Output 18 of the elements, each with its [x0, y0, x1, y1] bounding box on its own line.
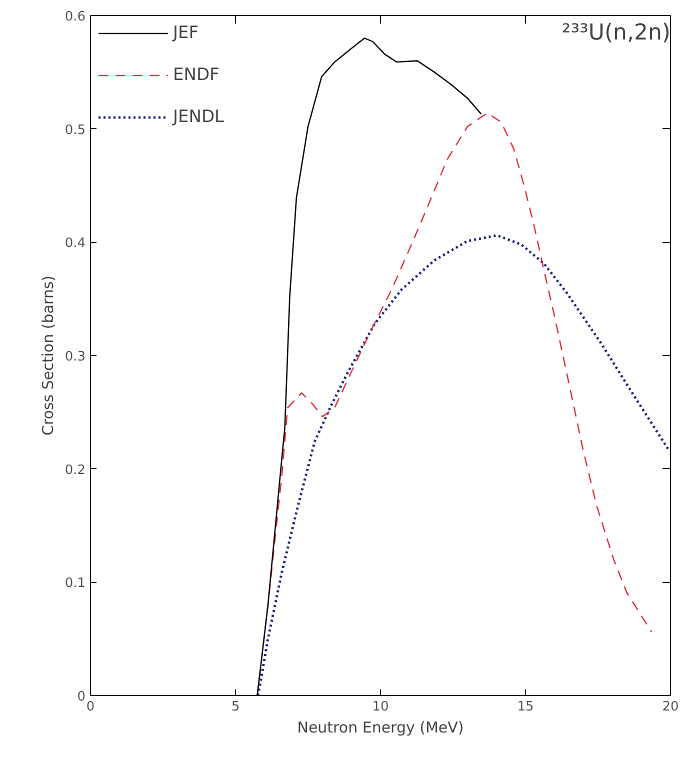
x-axis-title: Neutron Energy (MeV)	[297, 718, 464, 736]
y-tick-label: 0.6	[64, 10, 86, 24]
y-tick-label: 0.2	[64, 462, 86, 478]
legend-label: JENDL	[173, 107, 224, 127]
x-tick-label: 15	[517, 700, 534, 714]
y-tick-label: 0	[77, 690, 86, 704]
y-tick-label: 0.3	[64, 350, 86, 364]
y-tick-label: 0.4	[64, 236, 86, 252]
annotation: ²³³U(n,2n)	[562, 20, 671, 46]
legend-label: JEF	[173, 23, 199, 43]
x-tick-label: 10	[372, 700, 389, 714]
y-tick-label: 0.5	[64, 122, 86, 138]
y-tick-label: 0.1	[64, 576, 86, 592]
legend-label: ENDF	[173, 65, 220, 85]
x-tick-label: 20	[662, 700, 679, 714]
y-axis-title: Cross Section (barns)	[38, 275, 57, 436]
x-tick-label: 5	[231, 700, 240, 714]
line-series	[256, 234, 670, 696]
